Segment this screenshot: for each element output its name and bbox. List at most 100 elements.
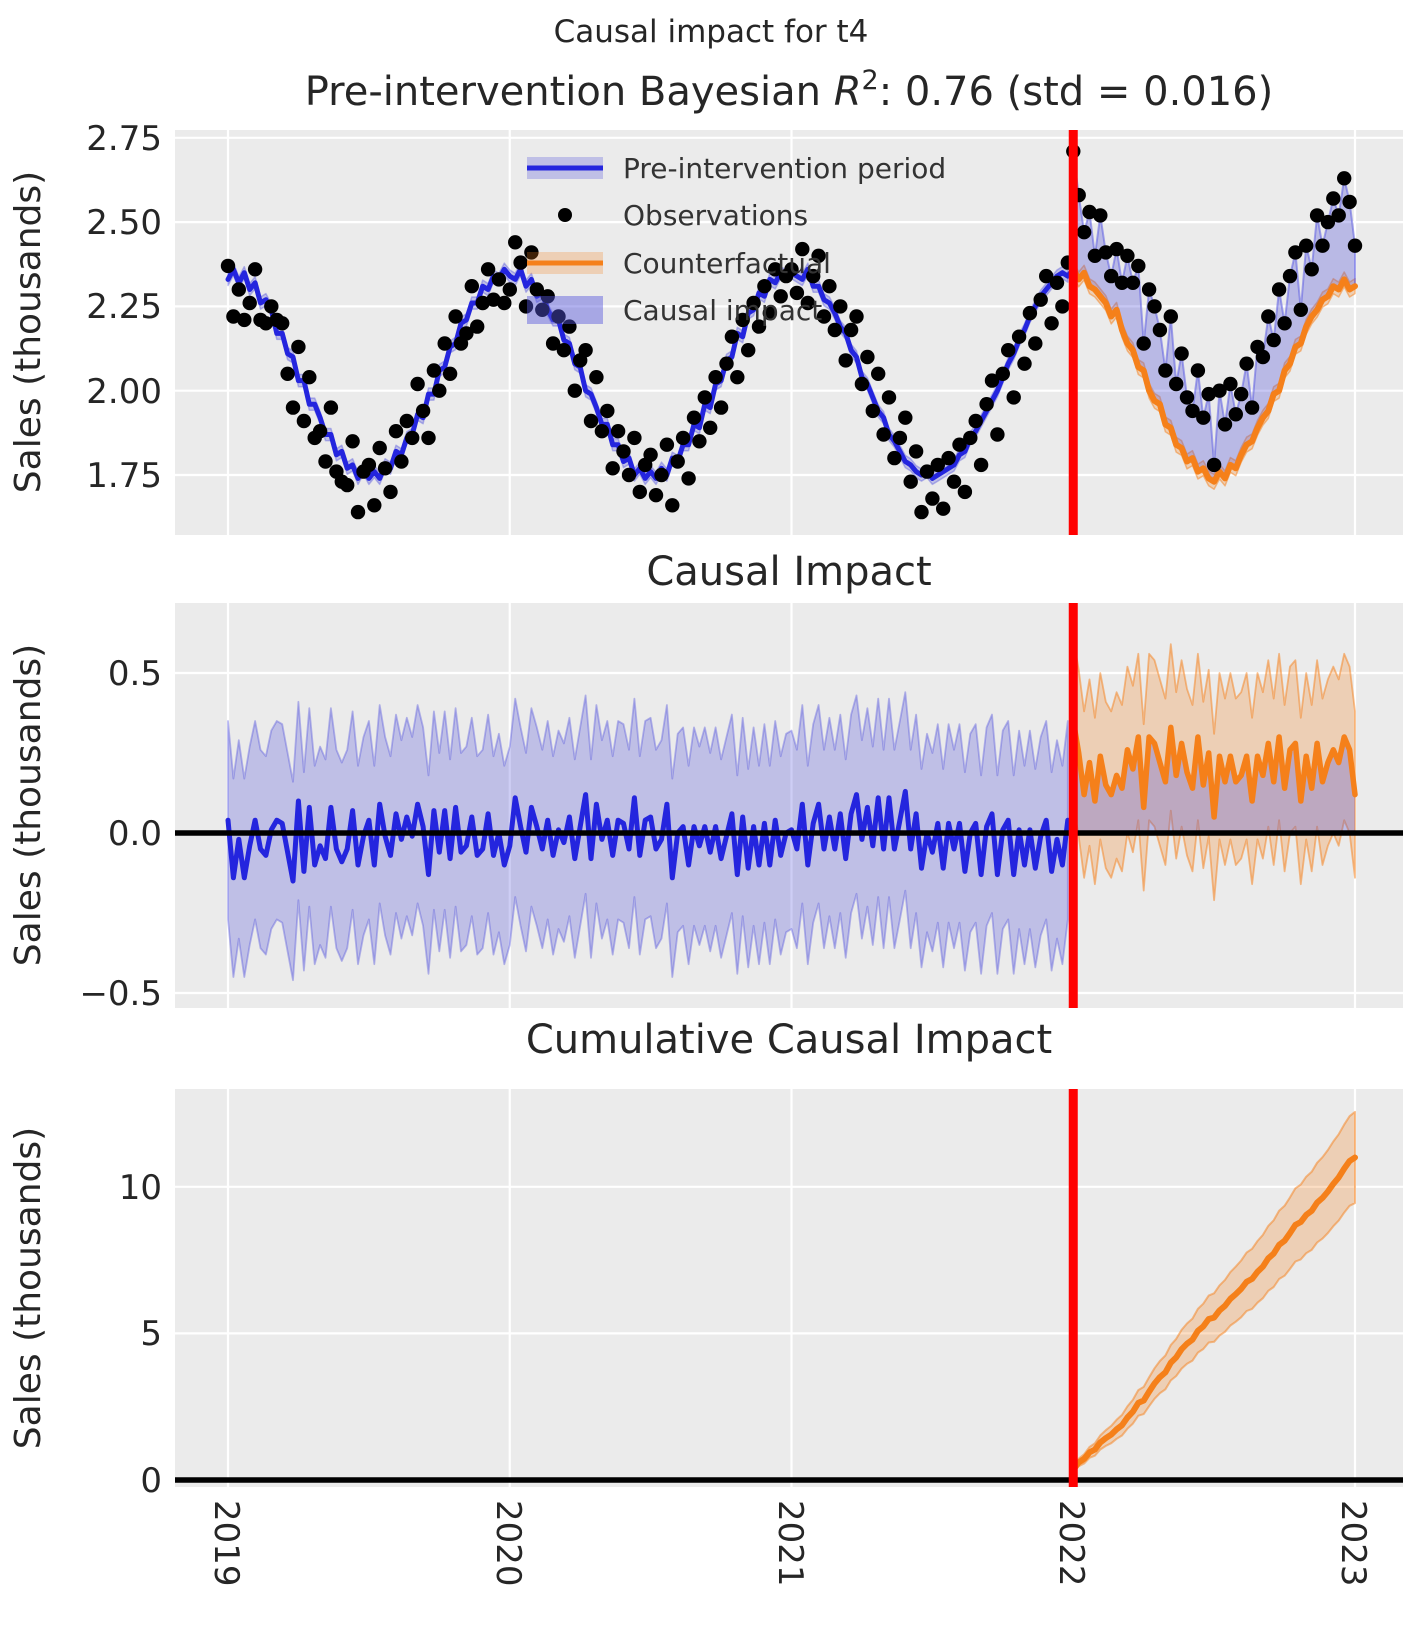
xtick-label: 2021 [770,1500,810,1587]
observation-dot [795,241,810,257]
middle-panel-title: Causal Impact [646,549,931,595]
observation-dot [616,444,631,459]
observation-dot [583,413,599,429]
observation-dot [632,484,647,500]
observation-dot [1288,245,1303,260]
observation-dot [426,363,442,378]
observation-dot [1271,282,1287,297]
observation-dot [1320,214,1336,230]
observation-dot [789,285,805,301]
observation-dot [1033,292,1048,307]
ytick-label: 5 [140,1314,162,1354]
observation-dot [345,434,360,449]
observation-dot [275,316,290,331]
bottom-panel-series [175,1089,1403,1487]
observation-dot [1082,204,1097,220]
observation-dot [1147,299,1162,314]
observation-dot [247,262,263,277]
observation-dot [415,403,431,419]
observation-dot [1342,194,1357,210]
observation-dot [518,299,534,314]
observation-dot [648,488,664,503]
observation-dot [697,390,712,405]
observation-dot [1114,275,1130,290]
observation-dot [1011,329,1027,344]
ylabel-top: Sales (thousands) [8,171,49,493]
legend-item-pre-intervention: Pre-intervention period [527,152,946,185]
observation-dot [925,491,940,506]
observation-dot [1190,363,1206,378]
observation-dot [946,474,962,489]
observation-dot [1125,275,1141,290]
observation-dot [350,504,366,520]
observation-dot [621,467,637,483]
observation-dot [1163,309,1179,324]
observation-dot [502,282,517,297]
observation-dot [654,467,669,483]
observation-dot [643,447,658,462]
observation-dot [524,245,539,260]
observation-dot [226,309,241,324]
ylabel-bottom: Sales (thousands) [8,1127,49,1449]
observation-dot [833,299,848,314]
observation-dot [594,424,610,439]
observation-dot [312,424,328,439]
observation-dot [1201,386,1216,402]
bottom-panel-background [175,1089,1403,1487]
ytick-label: 0.5 [108,654,162,694]
observation-dot [1255,349,1271,365]
observation-dot [1337,171,1352,186]
ytick-label: 2.50 [86,203,162,243]
observation-dot [1299,238,1314,253]
observation-dot [551,309,566,324]
observation-dot [388,424,404,439]
observation-dot [1212,383,1227,398]
observation-dot [323,400,339,415]
observation-dot [442,366,458,381]
observation-dot [264,299,279,314]
impact-pre-line [225,788,1071,884]
observation-dot [545,336,561,351]
observation-dot [1223,376,1238,392]
figure-suptitle: Causal impact for t4 [554,14,869,50]
observation-dot [237,312,252,328]
observation-dot [957,484,973,500]
observation-dot [1234,386,1249,402]
observation-dot [1217,417,1233,432]
observation-dot [849,309,864,324]
observation-dot [995,366,1010,381]
impact-post-fill [1073,721,1355,833]
observation-dot [822,279,837,294]
observation-dot [361,457,377,473]
ytick-label: −0.5 [79,974,162,1014]
observation-dot [670,454,685,469]
observation-dot [762,305,777,321]
legend-label: Causal impact [623,294,822,327]
bottom-panel-yticks: 10 5 0 [119,1168,162,1501]
impact-pre-band [227,691,1069,982]
xtick-label: 2019 [206,1500,246,1587]
observation-dots [220,144,1363,520]
observation-dot [1093,208,1108,223]
observation-dot [903,474,918,489]
observation-dot [1131,258,1146,274]
observation-dot [470,319,485,334]
observation-dot [410,376,425,392]
observation-dot [854,376,870,392]
observation-dot [1196,410,1211,425]
observation-dot [1169,376,1184,392]
observation-dot [1028,336,1043,351]
observation-dot [1304,262,1319,277]
observation-dot [513,255,528,270]
observation-dot [681,471,696,486]
observation-dot [881,390,897,405]
observation-dot [1039,268,1054,284]
legend-label: Counterfactual [623,247,831,280]
observation-dot [437,336,452,351]
observation-dot [686,410,702,425]
observation-dot [860,349,875,365]
observation-dot [773,289,788,304]
observation-dot [1185,403,1200,419]
observation-dot [302,370,317,385]
